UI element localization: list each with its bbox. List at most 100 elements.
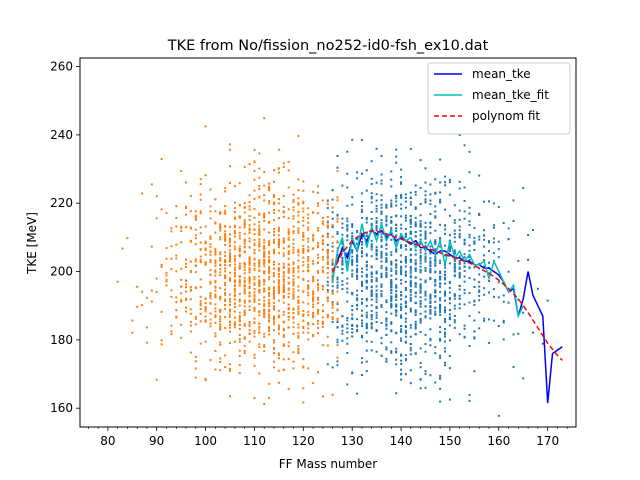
scatter-point bbox=[478, 267, 481, 270]
scatter-point bbox=[219, 287, 222, 290]
scatter-point bbox=[414, 184, 417, 187]
scatter-point bbox=[463, 144, 466, 147]
scatter-point bbox=[444, 335, 446, 338]
scatter-point bbox=[282, 335, 285, 338]
scatter-point bbox=[429, 339, 432, 342]
scatter-point bbox=[404, 193, 407, 196]
scatter-point bbox=[243, 226, 246, 229]
scatter-point bbox=[204, 253, 207, 256]
scatter-point bbox=[263, 265, 266, 268]
scatter-point bbox=[380, 267, 383, 270]
scatter-point bbox=[492, 237, 495, 240]
scatter-point bbox=[248, 287, 251, 290]
scatter-point bbox=[268, 265, 271, 268]
scatter-point bbox=[453, 252, 456, 255]
scatter-point bbox=[404, 274, 407, 277]
scatter-point bbox=[448, 234, 451, 237]
scatter-point bbox=[292, 193, 295, 196]
scatter-point bbox=[263, 350, 266, 353]
scatter-point bbox=[150, 183, 153, 186]
scatter-point bbox=[414, 193, 417, 196]
scatter-point bbox=[385, 299, 388, 302]
scatter-point bbox=[351, 335, 354, 338]
scatter-point bbox=[400, 267, 403, 269]
scatter-point bbox=[317, 298, 319, 301]
scatter-point bbox=[175, 296, 178, 299]
scatter-point bbox=[297, 310, 300, 313]
scatter-point bbox=[346, 260, 349, 263]
scatter-point bbox=[321, 223, 324, 226]
scatter-point bbox=[429, 271, 432, 273]
scatter-point bbox=[248, 285, 251, 288]
scatter-point bbox=[292, 217, 295, 220]
scatter-point bbox=[199, 183, 202, 186]
scatter-point bbox=[395, 272, 398, 275]
scatter-point bbox=[277, 148, 280, 151]
scatter-point bbox=[444, 308, 446, 311]
scatter-point bbox=[429, 265, 432, 268]
scatter-point bbox=[243, 223, 246, 226]
scatter-point bbox=[238, 355, 241, 357]
scatter-point bbox=[243, 352, 246, 355]
scatter-point bbox=[312, 280, 315, 283]
scatter-point bbox=[483, 234, 486, 237]
scatter-point bbox=[429, 251, 432, 253]
scatter-point bbox=[282, 285, 285, 288]
scatter-point bbox=[219, 360, 222, 363]
scatter-point bbox=[439, 313, 442, 316]
scatter-point bbox=[273, 341, 275, 344]
scatter-point bbox=[292, 312, 295, 315]
scatter-point bbox=[209, 294, 212, 297]
scatter-point bbox=[224, 190, 227, 193]
scatter-point bbox=[238, 338, 241, 341]
scatter-point bbox=[424, 343, 427, 345]
scatter-point bbox=[170, 268, 173, 271]
scatter-point bbox=[312, 334, 315, 336]
scatter-point bbox=[307, 269, 310, 272]
scatter-point bbox=[370, 292, 373, 295]
scatter-point bbox=[361, 280, 363, 283]
scatter-point bbox=[219, 257, 222, 260]
scatter-point bbox=[199, 308, 202, 310]
scatter-point bbox=[361, 284, 363, 287]
scatter-point bbox=[219, 341, 222, 344]
scatter-point bbox=[409, 343, 412, 345]
scatter-point bbox=[458, 271, 461, 274]
scatter-point bbox=[400, 203, 403, 206]
scatter-point bbox=[238, 237, 241, 240]
scatter-point bbox=[229, 264, 231, 267]
scatter-point bbox=[189, 324, 192, 327]
scatter-point bbox=[277, 171, 280, 174]
scatter-point bbox=[385, 357, 388, 360]
scatter-point bbox=[370, 197, 373, 200]
scatter-point bbox=[444, 340, 446, 343]
scatter-point bbox=[444, 311, 446, 314]
scatter-point bbox=[229, 308, 231, 311]
scatter-point bbox=[444, 364, 446, 367]
scatter-point bbox=[292, 280, 295, 283]
scatter-point bbox=[336, 344, 339, 347]
scatter-point bbox=[229, 256, 231, 259]
scatter-point bbox=[224, 282, 227, 284]
scatter-point bbox=[175, 257, 178, 260]
scatter-point bbox=[287, 318, 290, 321]
scatter-point bbox=[219, 251, 222, 254]
scatter-point bbox=[302, 207, 305, 210]
scatter-point bbox=[361, 319, 363, 322]
scatter-point bbox=[541, 342, 544, 345]
scatter-point bbox=[463, 256, 466, 259]
scatter-point bbox=[419, 302, 422, 305]
scatter-point bbox=[268, 313, 271, 316]
scatter-point bbox=[414, 221, 417, 224]
scatter-point bbox=[238, 281, 241, 284]
scatter-point bbox=[233, 281, 236, 284]
scatter-point bbox=[233, 285, 236, 288]
scatter-point bbox=[492, 241, 495, 244]
scatter-point bbox=[189, 351, 192, 354]
scatter-point bbox=[424, 190, 427, 193]
scatter-point bbox=[268, 255, 271, 258]
scatter-point bbox=[317, 229, 319, 232]
scatter-point bbox=[346, 234, 349, 237]
scatter-point bbox=[209, 325, 212, 328]
scatter-point bbox=[258, 314, 261, 317]
